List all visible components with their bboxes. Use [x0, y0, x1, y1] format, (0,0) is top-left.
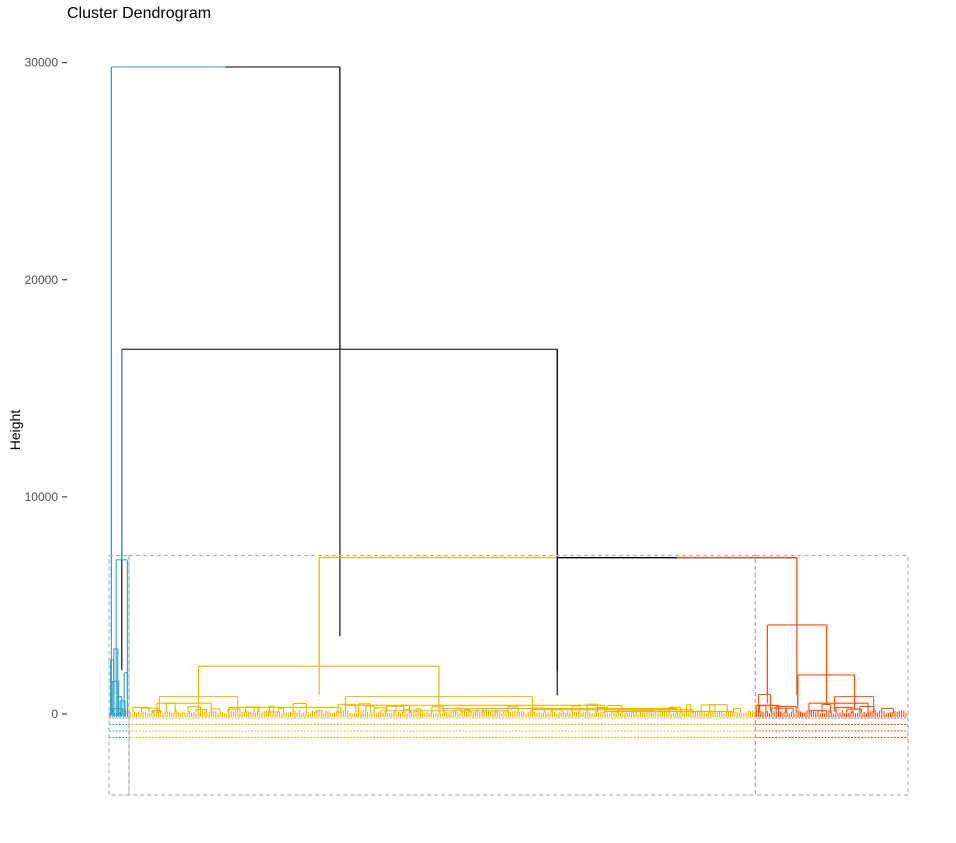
y-tick-label: 30000	[25, 56, 59, 70]
y-axis-label: Height	[7, 410, 23, 451]
cluster-rectangle	[108, 554, 130, 796]
cluster-rectangle	[128, 554, 756, 796]
chart-title: Cluster Dendrogram	[67, 5, 212, 22]
y-tick-label: 10000	[25, 490, 59, 504]
y-tick-label: 0	[51, 707, 58, 721]
y-tick-label: 20000	[25, 273, 59, 287]
